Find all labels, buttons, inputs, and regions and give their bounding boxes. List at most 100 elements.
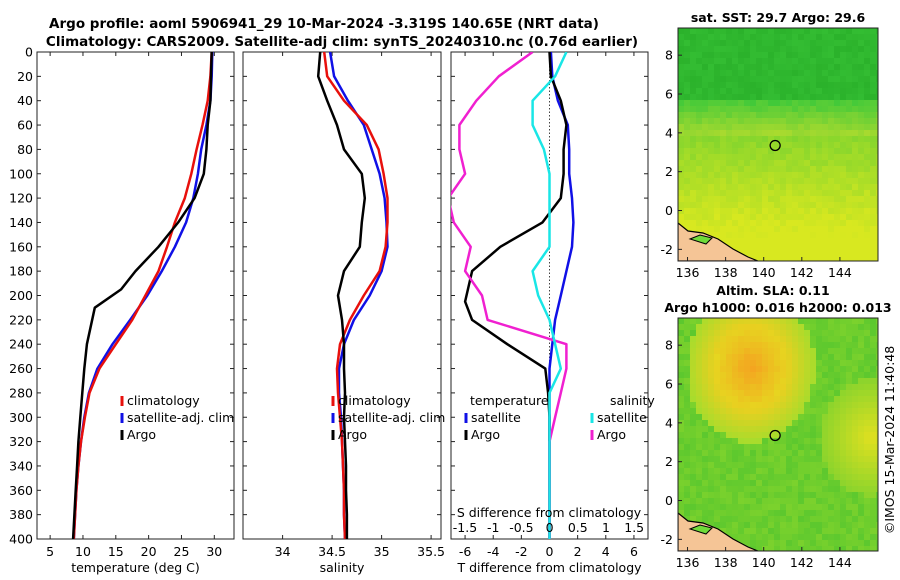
map-cell xyxy=(732,226,739,233)
map-cell xyxy=(702,28,709,35)
map-cell xyxy=(852,190,859,197)
map-cell xyxy=(726,70,733,77)
map-cell xyxy=(840,154,847,161)
map-cell xyxy=(792,330,799,337)
map-cell xyxy=(696,324,703,331)
map-cell xyxy=(858,238,865,245)
map-cell xyxy=(696,420,703,427)
map-cell xyxy=(810,190,817,197)
map-cell xyxy=(750,190,757,197)
map-cell xyxy=(798,184,805,191)
map-cell xyxy=(864,130,871,137)
map-cell xyxy=(756,220,763,227)
map-cell xyxy=(822,208,829,215)
map-cell xyxy=(834,76,841,83)
map-cell xyxy=(786,516,793,523)
map-cell xyxy=(858,402,865,409)
map-cell xyxy=(840,516,847,523)
map-cell xyxy=(708,184,715,191)
map-cell xyxy=(744,348,751,355)
x-tick-label: -6 xyxy=(459,544,472,559)
map-cell xyxy=(804,250,811,257)
map-cell xyxy=(696,142,703,149)
map-cell xyxy=(690,190,697,197)
legend-label: climatology xyxy=(127,393,200,408)
map-cell xyxy=(774,130,781,137)
map-cell xyxy=(804,142,811,149)
map-cell xyxy=(702,330,709,337)
map-cell xyxy=(708,480,715,487)
map-cell xyxy=(702,354,709,361)
map-cell xyxy=(834,64,841,71)
map-cell xyxy=(774,76,781,83)
map-cell xyxy=(756,444,763,451)
map-cell xyxy=(762,342,769,349)
map-cell xyxy=(804,226,811,233)
legend-title-salinity: salinity xyxy=(610,393,655,408)
map-cell xyxy=(852,40,859,47)
map-cell xyxy=(762,516,769,523)
lat-tick-label: 6 xyxy=(665,377,673,392)
map-cell xyxy=(756,40,763,47)
map-cell xyxy=(750,516,757,523)
map-cell xyxy=(816,516,823,523)
map-cell xyxy=(756,456,763,463)
map-cell xyxy=(858,384,865,391)
map-cell xyxy=(768,396,775,403)
map-cell xyxy=(792,94,799,101)
map-cell xyxy=(696,148,703,155)
map-cell xyxy=(828,432,835,439)
map-cell xyxy=(738,528,745,535)
map-cell xyxy=(756,184,763,191)
map-cell xyxy=(810,250,817,257)
map-cell xyxy=(756,46,763,53)
map-cell xyxy=(852,522,859,529)
map-cell xyxy=(864,40,871,47)
map-cell xyxy=(744,534,751,541)
map-cell xyxy=(840,432,847,439)
map-cell xyxy=(708,504,715,511)
map-cell xyxy=(762,178,769,185)
map-cell xyxy=(720,510,727,517)
map-cell xyxy=(678,336,685,343)
map-cell xyxy=(792,450,799,457)
map-cell xyxy=(720,354,727,361)
map-cell xyxy=(690,372,697,379)
map-cell xyxy=(822,76,829,83)
map-cell xyxy=(780,402,787,409)
series-S-satellite xyxy=(531,52,568,539)
map-cell xyxy=(786,226,793,233)
map-cell xyxy=(744,456,751,463)
map-cell xyxy=(714,166,721,173)
map-cell xyxy=(822,336,829,343)
map-cell xyxy=(726,136,733,143)
map-cell xyxy=(816,148,823,155)
map-cell xyxy=(750,462,757,469)
map-cell xyxy=(690,390,697,397)
map-cell xyxy=(858,534,865,541)
map-cell xyxy=(774,354,781,361)
map-cell xyxy=(810,396,817,403)
map-cell xyxy=(846,214,853,221)
map-cell xyxy=(792,46,799,53)
map-cell xyxy=(852,154,859,161)
map-cell xyxy=(822,498,829,505)
map-cell xyxy=(744,360,751,367)
map-cell xyxy=(762,28,769,35)
map-cell xyxy=(696,226,703,233)
map-cell xyxy=(726,384,733,391)
map-cell xyxy=(750,130,757,137)
map-cell xyxy=(744,426,751,433)
map-cell xyxy=(876,474,878,481)
map-cell xyxy=(846,318,853,325)
map-cell xyxy=(816,522,823,529)
map-cell xyxy=(762,402,769,409)
map-cell xyxy=(816,208,823,215)
map-cell xyxy=(810,172,817,179)
map-cell xyxy=(798,136,805,143)
map-cell xyxy=(804,166,811,173)
map-cell xyxy=(786,444,793,451)
map-cell xyxy=(690,172,697,179)
map-cell xyxy=(762,504,769,511)
